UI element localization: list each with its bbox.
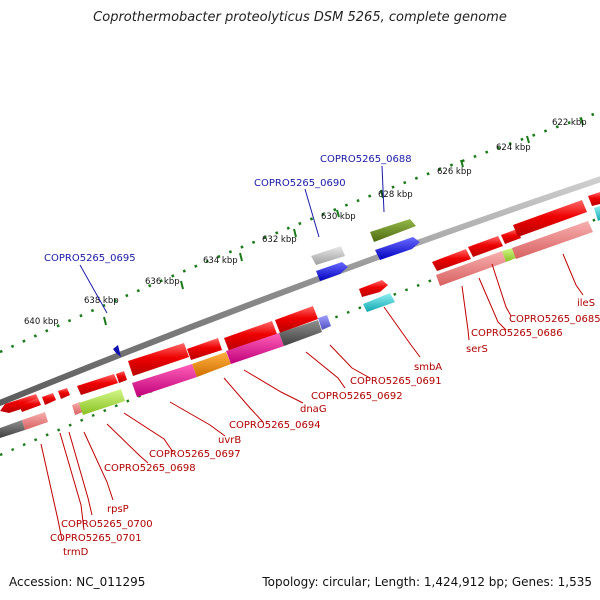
gene-label-copro5265-0692: COPRO5265_0692	[311, 391, 403, 402]
gene-rev-purple[interactable]	[318, 315, 331, 330]
scale-label: 624 kbp	[496, 143, 531, 153]
gene-label-copro5265-0698: COPRO5265_0698	[104, 463, 196, 474]
gene-rev-orange[interactable]	[192, 352, 231, 377]
gene-rev[interactable]	[501, 229, 521, 244]
gene-copro5265-0695[interactable]	[113, 345, 121, 357]
gene-rev-lime[interactable]	[502, 248, 516, 262]
gene-copro5265-0689[interactable]	[375, 237, 420, 260]
gene-label-copro5265-0686: COPRO5265_0686	[471, 328, 563, 339]
gene-rev-magenta[interactable]	[226, 333, 284, 364]
gene-label-copro5265-0691: COPRO5265_0691	[350, 376, 442, 387]
forward-connectors	[79, 165, 385, 314]
gene-rev[interactable]	[58, 388, 70, 399]
gene-copro5265-0688[interactable]	[370, 219, 416, 242]
gene-rev[interactable]	[432, 249, 471, 271]
scale-label: 640 kbp	[24, 317, 59, 327]
gene-label-copro5265-0700: COPRO5265_0700	[61, 519, 153, 530]
gene-label-copro5265-0688: COPRO5265_0688	[320, 154, 412, 165]
gene-rev-pink[interactable]	[22, 412, 48, 430]
scale-label: 638 kbp	[84, 296, 119, 306]
gene-label-copro5265-0685: COPRO5265_0685	[509, 314, 600, 325]
scale-label: 636 kbp	[145, 277, 180, 287]
gene-label-ileS: ileS	[577, 298, 595, 309]
gene-smbA-fwd[interactable]	[359, 280, 388, 297]
genome-backbone	[0, 176, 600, 407]
gene-copro5265-0690[interactable]	[311, 246, 345, 265]
accession-text: Accession: NC_011295	[9, 575, 146, 589]
gene-rev-dark[interactable]	[0, 420, 25, 438]
gene-rev[interactable]	[19, 398, 41, 412]
scale-labels: 622 kbp 624 kbp 626 kbp 628 kbp 630 kbp …	[24, 118, 587, 327]
gene-rev-pink[interactable]	[512, 221, 593, 259]
gene-label-serS: serS	[466, 344, 488, 355]
gene-rev-dark[interactable]	[279, 320, 322, 346]
scale-dotted-arc	[0, 110, 600, 354]
gene-label-copro5265-0690: COPRO5265_0690	[254, 178, 346, 189]
gene-rev[interactable]	[224, 321, 277, 351]
gene-label-rpsP: rpsP	[107, 504, 129, 515]
scale-label: 628 kbp	[378, 190, 413, 200]
scale-label: 622 kbp	[552, 118, 587, 128]
gene-rev-cyan[interactable]	[594, 206, 600, 221]
gene-rev[interactable]	[468, 236, 503, 257]
gene-label-smbA: smbA	[414, 362, 442, 373]
gene-rev-lime[interactable]	[79, 389, 125, 415]
scale-label: 634 kbp	[203, 256, 238, 266]
map-title: Coprothermobacter proteolyticus DSM 5265…	[93, 10, 507, 25]
forward-genes	[113, 219, 420, 357]
scale-label: 632 kbp	[262, 235, 297, 245]
gene-label-dnaG: dnaG	[300, 404, 327, 415]
gene-rev[interactable]	[187, 338, 222, 360]
scale-major-ticks	[103, 117, 584, 326]
reverse-connectors	[40, 253, 584, 541]
gene-label-trmD: trmD	[63, 547, 89, 558]
gene-label-uvrB: uvrB	[218, 435, 241, 446]
gene-rev[interactable]	[588, 192, 600, 206]
gene-label-copro5265-0701: COPRO5265_0701	[50, 533, 142, 544]
gene-rev[interactable]	[128, 343, 189, 376]
gene-rev[interactable]	[275, 306, 318, 333]
gene-rev-magenta[interactable]	[132, 364, 197, 397]
scale-ring	[0, 110, 600, 354]
gene-copro5265-0691-fwd[interactable]	[363, 293, 395, 312]
reverse-genes	[0, 192, 600, 438]
gene-copro5265-0690b[interactable]	[316, 262, 348, 281]
scale-label: 626 kbp	[437, 167, 472, 177]
gene-label-copro5265-0694: COPRO5265_0694	[229, 420, 321, 431]
gene-rev[interactable]	[0, 394, 40, 413]
gene-rev[interactable]	[513, 200, 587, 237]
gene-rev-pink[interactable]	[436, 251, 506, 286]
gene-label-copro5265-0697: COPRO5265_0697	[149, 449, 241, 460]
genome-summary-text: Topology: circular; Length: 1,424,912 bp…	[262, 575, 592, 589]
scale-label: 630 kbp	[321, 212, 356, 222]
gene-rev[interactable]	[42, 393, 56, 405]
gene-rev[interactable]	[116, 371, 127, 383]
gene-label-copro5265-0695: COPRO5265_0695	[44, 253, 136, 264]
gene-rev[interactable]	[77, 374, 118, 395]
